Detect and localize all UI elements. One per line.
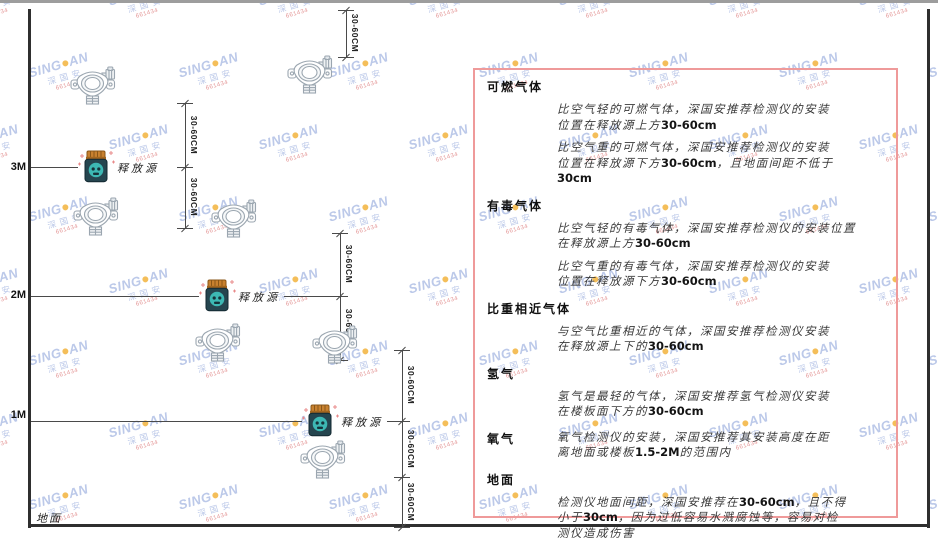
release-source-label: 释放源 — [238, 291, 280, 304]
section-body: 氧气检测仪的安装，深国安推荐其安装高度在距 离地面或楼板1.5-2M的范围内 — [557, 430, 830, 461]
panel-section: 氧气 氧气检测仪的安装，深国安推荐其安装高度在距 离地面或楼板1.5-2M的范围内 — [487, 430, 884, 461]
dimension-line — [346, 10, 347, 57]
panel-section: 有毒气体 比空气轻的有毒气体，深国安推荐检测仪的安装位置 在释放源上方30-60cm… — [487, 197, 884, 290]
leader-line — [31, 296, 199, 297]
dimension-label: 30-60CM — [406, 365, 416, 405]
text-line: 在楼板面下方的30-60cm — [557, 404, 704, 418]
panel-section: 氢气氢气是最轻的气体，深国安推荐氢气检测仪安装 在楼板面下方的30-60cm — [487, 365, 884, 420]
dimension-label: 30-60CM — [344, 244, 354, 284]
release-source-label: 释放源 — [341, 416, 383, 429]
text-line: 离地面或楼板1.5-2M的范围内 — [557, 445, 732, 459]
panel-section: 可燃气体 比空气轻的可燃气体，深国安推荐检测仪的安装 位置在释放源上方30-60cm… — [487, 78, 884, 187]
ground-line — [28, 524, 930, 527]
text-line: 在释放源上下的30-60cm — [557, 339, 704, 353]
section-paragraph: 比空气重的有毒气体，深国安推荐检测仪的安装 位置在释放源下方30-60cm — [557, 259, 884, 290]
release-source-icon — [197, 279, 237, 313]
text-line: 30cm — [557, 171, 592, 185]
dimension-label: 30-60CM — [189, 115, 199, 155]
panel-section: 地面检测仪地面间距，深国安推荐在30-60cm，且不得 小于30cm，因为过低容易… — [487, 471, 884, 541]
section-paragraph: 比空气重的可燃气体，深国安推荐检测仪的安装 位置在释放源下方30-60cm，且地面… — [557, 140, 884, 187]
dimension-line — [402, 350, 403, 527]
section-paragraph: 比空气轻的有毒气体，深国安推荐检测仪的安装位置 在释放源上方30-60cm — [557, 221, 884, 252]
text-line: 比空气轻的有毒气体，深国安推荐检测仪的安装位置 — [557, 220, 856, 235]
dimension-label: 30-60CM — [189, 177, 199, 217]
text-line: 氢气是最轻的气体，深国安推荐氢气检测仪安装 — [557, 388, 830, 403]
dimension-label: 30-60CM — [406, 482, 416, 522]
release-source-icon — [76, 150, 116, 184]
gas-detector-icon — [73, 196, 119, 236]
text-line: 与空气比重相近的气体，深国安推荐检测仪安装 — [557, 323, 830, 338]
ground-label: 地面 — [36, 512, 62, 525]
section-paragraph: 比空气轻的可燃气体，深国安推荐检测仪的安装 位置在释放源上方30-60cm — [557, 102, 884, 133]
gas-detector-icon — [70, 65, 116, 105]
section-paragraph: 氢气是最轻的气体，深国安推荐氢气检测仪安装 在楼板面下方的30-60cm — [557, 389, 884, 420]
text-line: 氧气检测仪的安装，深国安推荐其安装高度在距 — [557, 429, 830, 444]
section-heading: 氧气 — [487, 431, 516, 446]
gas-detector-icon — [211, 198, 257, 238]
section-paragraph: 与空气比重相近的气体，深国安推荐检测仪安装 在释放源上下的30-60cm — [557, 324, 884, 355]
section-heading: 有毒气体 — [487, 198, 544, 213]
dimension-label: 30-60CM — [350, 13, 360, 53]
gas-detector-icon — [287, 54, 333, 94]
text-line: 位置在释放源下方30-60cm — [557, 274, 717, 288]
text-line: 比空气重的有毒气体，深国安推荐检测仪的安装 — [557, 258, 830, 273]
section-heading: 氢气 — [487, 366, 516, 381]
dimension-label: 30-60CM — [406, 429, 416, 469]
text-line: 比空气轻的可燃气体，深国安推荐检测仪的安装 — [557, 102, 830, 116]
release-source-label: 释放源 — [117, 162, 159, 175]
section-heading: 比重相近气体 — [487, 301, 572, 316]
text-line: 位置在释放源下方30-60cm，且地面间距不低于 — [557, 155, 834, 170]
section-heading: 地面 — [487, 472, 516, 487]
section-heading: 可燃气体 — [487, 80, 544, 94]
frame-left-edge — [28, 9, 31, 528]
leader-line — [284, 296, 340, 297]
text-line: 检测仪地面间距，深国安推荐在30-60cm，且不得 — [557, 494, 847, 509]
gas-detector-icon — [195, 322, 241, 362]
text-line: 位置在释放源上方30-60cm — [557, 117, 717, 132]
panel-section: 比重相近气体与空气比重相近的气体，深国安推荐检测仪安装 在释放源上下的30-60c… — [487, 300, 884, 355]
frame-right-edge — [927, 9, 930, 528]
frame-top-edge — [0, 0, 938, 3]
leader-line — [31, 167, 78, 168]
text-line: 小于30cm，因为过低容易水溅腐蚀等，容易对检 — [557, 510, 839, 524]
gas-detector-icon — [300, 439, 346, 479]
height-mark-label: 1M — [10, 409, 26, 421]
leader-line — [31, 421, 302, 422]
info-panel: 可燃气体 比空气轻的可燃气体，深国安推荐检测仪的安装 位置在释放源上方30-60cm… — [473, 68, 898, 540]
height-mark-label: 2M — [10, 289, 26, 301]
text-line: 比空气重的可燃气体，深国安推荐检测仪的安装 — [557, 140, 830, 154]
text-line: 测仪造成伤害 — [557, 525, 635, 540]
height-mark-label: 3M — [10, 161, 26, 173]
section-paragraph: 检测仪地面间距，深国安推荐在30-60cm，且不得 小于30cm，因为过低容易水溅… — [557, 495, 884, 541]
release-source-icon — [300, 404, 340, 438]
gas-detector-icon — [312, 324, 358, 364]
section-paragraph: 氧气检测仪的安装，深国安推荐其安装高度在距 离地面或楼板1.5-2M的范围内 — [557, 430, 830, 461]
text-line: 在释放源上方30-60cm — [557, 236, 691, 250]
